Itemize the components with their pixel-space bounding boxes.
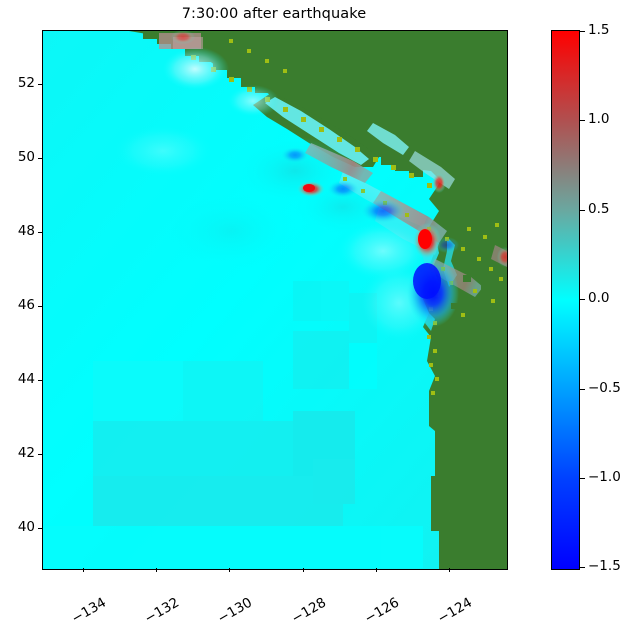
y-tick-mark — [38, 528, 42, 530]
y-tick-mark — [38, 158, 42, 160]
colorbar-tick-mark — [580, 478, 585, 480]
colorbar-tick-label: 1.5 — [588, 22, 610, 38]
x-tick-label: −128 — [288, 594, 329, 627]
colorbar-tick-label: 0.0 — [588, 290, 610, 306]
x-tick-label: −134 — [68, 594, 109, 627]
y-tick-label: 46 — [17, 297, 35, 313]
y-tick-mark — [38, 232, 42, 234]
y-tick-mark — [38, 454, 42, 456]
x-tick-mark — [83, 568, 85, 572]
y-tick-label: 44 — [17, 371, 35, 387]
y-tick-label: 48 — [17, 223, 35, 239]
colorbar-tick-mark — [580, 389, 585, 391]
y-tick-mark — [38, 380, 42, 382]
colorbar-tick-mark — [580, 31, 585, 33]
colorbar[interactable] — [551, 30, 580, 570]
offshore-islands — [451, 209, 504, 309]
colorbar-tick-label: −1.0 — [588, 469, 621, 485]
x-tick-mark — [303, 568, 305, 572]
y-tick-label: 40 — [17, 519, 35, 535]
tsunami-heatmap — [43, 31, 507, 569]
colorbar-tick-mark — [580, 567, 585, 569]
colorbar-tick-mark — [580, 299, 585, 301]
positive-anomaly — [171, 31, 507, 267]
colorbar-tick-mark — [580, 210, 585, 212]
map-axes[interactable] — [42, 30, 508, 570]
wave-field — [113, 47, 439, 343]
y-tick-label: 42 — [17, 445, 35, 461]
x-tick-label: −132 — [141, 594, 182, 627]
x-tick-mark — [156, 568, 158, 572]
colorbar-tick-label: 1.0 — [588, 111, 610, 127]
colorbar-tick-label: −0.5 — [588, 380, 621, 396]
negative-anomaly — [281, 147, 459, 327]
x-tick-mark — [229, 568, 231, 572]
x-tick-label: −124 — [434, 594, 475, 627]
x-tick-label: −130 — [214, 594, 255, 627]
colorbar-tick-label: 0.5 — [588, 201, 610, 217]
x-tick-label: −126 — [361, 594, 402, 627]
colorbar-tick-mark — [580, 120, 585, 122]
y-tick-mark — [38, 84, 42, 86]
y-tick-mark — [38, 306, 42, 308]
chart-title: 7:30:00 after earthquake — [181, 6, 367, 22]
colorbar-tick-label: −1.5 — [588, 558, 621, 574]
x-tick-mark — [376, 568, 378, 572]
x-tick-mark — [449, 568, 451, 572]
y-tick-label: 50 — [17, 149, 35, 165]
y-tick-label: 52 — [17, 75, 35, 91]
